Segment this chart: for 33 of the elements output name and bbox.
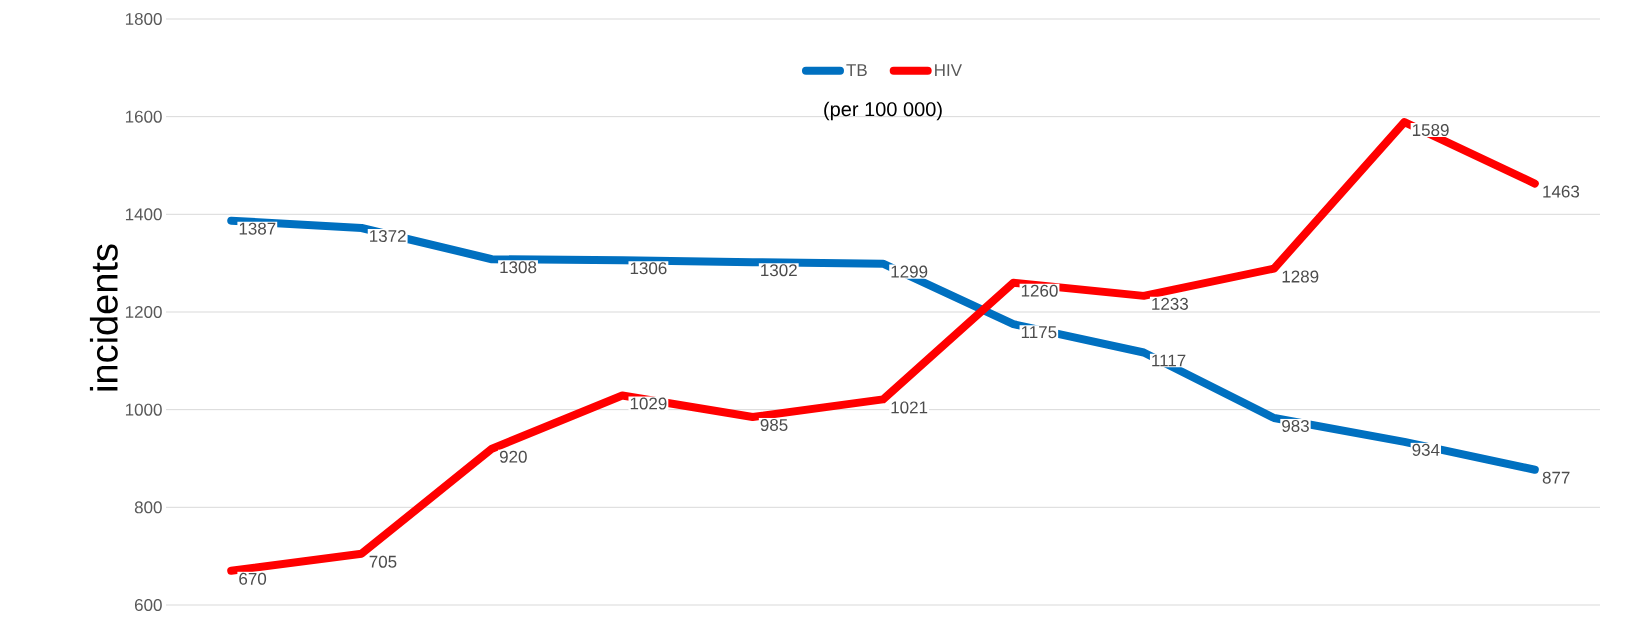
data-label: 1589 <box>1412 124 1449 137</box>
data-label: 920 <box>499 450 527 463</box>
text: (per 100 000) <box>824 101 942 121</box>
y-tick-label: 800 <box>134 501 162 514</box>
y-tick-label: 600 <box>134 598 162 612</box>
data-label: 1233 <box>1152 297 1188 310</box>
data-label: 1387 <box>239 222 276 235</box>
y-tick-label: 1400 <box>125 208 162 221</box>
data-label: 1463 <box>1543 185 1580 198</box>
data-label: 1302 <box>761 264 797 277</box>
legend-label: TB <box>846 64 867 76</box>
y-tick-label: 1600 <box>125 110 162 123</box>
data-label: 934 <box>1412 443 1440 456</box>
y-tick-label: 1200 <box>125 305 162 319</box>
legend-label: HIV <box>935 64 962 76</box>
data-label: 1308 <box>500 261 537 274</box>
y-axis-title: incidents <box>89 244 118 391</box>
data-label: 1029 <box>630 397 667 410</box>
data-label: 1299 <box>891 265 928 278</box>
data-label: 1117 <box>1152 354 1186 367</box>
data-label: 983 <box>1282 419 1309 432</box>
data-label: 985 <box>760 418 788 431</box>
data-label: 1289 <box>1282 270 1319 283</box>
data-label: 1372 <box>370 229 406 243</box>
data-label: 705 <box>369 555 397 568</box>
data-label: 1175 <box>1021 326 1057 339</box>
data-label: 1260 <box>1021 284 1058 297</box>
data-label: 670 <box>239 572 267 585</box>
data-label: 1021 <box>891 401 928 414</box>
y-tick-label: 1000 <box>125 403 162 416</box>
y-tick-label: 1800 <box>125 12 162 26</box>
data-label: 877 <box>1542 471 1570 484</box>
data-label: 1306 <box>630 262 667 275</box>
